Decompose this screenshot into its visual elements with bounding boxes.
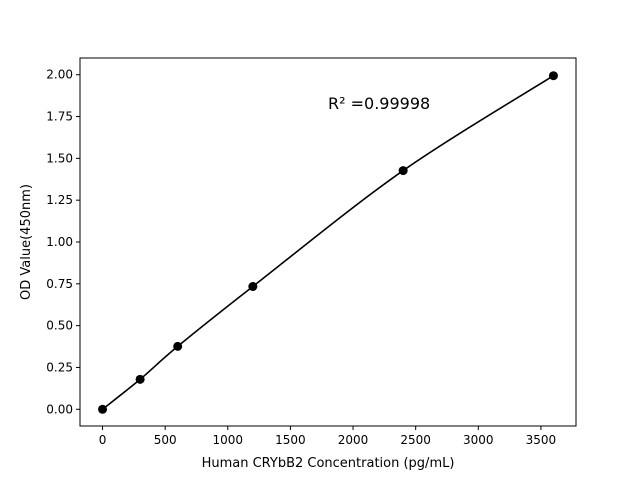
x-tick-label: 3500: [526, 433, 557, 447]
x-tick-label: 2500: [400, 433, 431, 447]
x-tick-label: 1000: [213, 433, 244, 447]
data-point: [173, 341, 183, 351]
x-tick-label: 0: [99, 433, 107, 447]
y-tick-label: 1.50: [46, 151, 73, 165]
y-tick-label: 0.50: [46, 319, 73, 333]
y-axis-label: OD Value(450nm): [19, 184, 34, 300]
data-point: [135, 374, 145, 384]
y-axis: 0.00 0.25 0.50 0.75 1.00 1.25 1.50 1.75 2.00: [46, 68, 80, 416]
y-tick-label: 1.75: [46, 110, 73, 124]
data-point: [248, 281, 258, 291]
data-point: [98, 404, 108, 414]
r-squared-annotation: R² =0.99998: [328, 94, 430, 113]
plot-area: [79, 57, 577, 427]
y-tick-label: 0.75: [46, 277, 73, 291]
y-tick-label: 0.00: [46, 402, 73, 416]
y-tick-label: 1.00: [46, 235, 73, 249]
y-tick-label: 2.00: [46, 68, 73, 82]
x-axis: 0 500 1000 1500 2000 2500 3000 3500: [99, 426, 556, 447]
y-tick-label: 1.25: [46, 193, 73, 207]
x-tick-label: 3000: [463, 433, 494, 447]
data-point: [548, 71, 558, 81]
y-tick-label: 0.25: [46, 360, 73, 374]
x-axis-label: Human CRYbB2 Concentration (pg/mL): [202, 456, 455, 471]
x-tick-label: 500: [154, 433, 177, 447]
x-tick-label: 2000: [338, 433, 369, 447]
x-tick-label: 1500: [275, 433, 306, 447]
data-points: [98, 71, 558, 414]
data-point: [398, 166, 408, 176]
